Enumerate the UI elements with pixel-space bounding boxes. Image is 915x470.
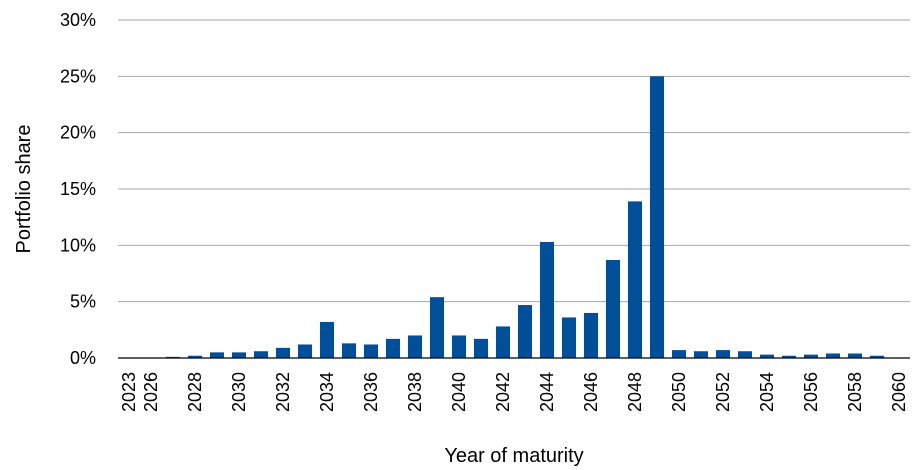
x-tick-label: 2032 [273,372,293,412]
bar [363,344,379,358]
bar [649,76,665,358]
x-tick-label: 2036 [361,372,381,412]
bar [737,351,753,358]
x-tick-label: 2028 [185,372,205,412]
y-tick-label: 5% [70,292,96,312]
bar [297,344,313,358]
bar [781,355,797,358]
bar [451,335,467,358]
bar [517,305,533,358]
x-tick-label: 2060 [889,372,909,412]
y-tick-label: 25% [60,66,96,86]
bar [473,338,489,358]
y-tick-label: 10% [60,235,96,255]
x-tick-label: 2034 [317,372,337,412]
bar [671,350,687,358]
bar [627,201,643,358]
x-tick-label: 2052 [713,372,733,412]
bar [869,355,885,358]
bar [253,351,269,358]
x-axis-tick-labels: 2023 2026 2028 2030 2032 2034 2036 2038 2040 2042… [119,372,909,412]
x-tick-label: 2046 [581,372,601,412]
bar [759,354,775,358]
y-tick-label: 30% [60,10,96,30]
x-tick-label: 2044 [537,372,557,412]
gridlines [118,19,910,303]
bar [605,259,621,358]
bar [275,347,291,358]
x-tick-label: 2030 [229,372,249,412]
bar [693,351,709,358]
x-tick-label: 2042 [493,372,513,412]
bar [715,350,731,358]
bar [583,312,599,358]
x-tick-label: 2054 [757,372,777,412]
x-axis-title: Year of maturity [444,445,583,467]
x-tick-label: 2058 [845,372,865,412]
bar [187,355,203,358]
bar [341,343,357,358]
bar [847,353,863,358]
bar [319,321,335,358]
bar [231,352,247,358]
bar [407,335,423,358]
y-tick-label: 0% [70,348,96,368]
bar [803,354,819,358]
x-tick-label: 2040 [449,372,469,412]
bar [825,353,841,358]
x-tick-label: 2048 [625,372,645,412]
x-tick-label: 2026 [141,372,161,412]
bar [561,317,577,358]
x-tick-label: 2056 [801,372,821,412]
x-tick-label: 2050 [669,372,689,412]
y-axis-tick-labels: 0% 5% 10% 15% 20% 25% 30% [60,10,96,368]
y-axis-title: Portfolio share [13,125,35,254]
bars [165,76,885,358]
bar [385,338,401,358]
y-tick-label: 15% [60,179,96,199]
y-tick-label: 20% [60,123,96,143]
bar [209,352,225,358]
bar [495,326,511,358]
bar [429,297,445,358]
x-tick-label: 2038 [405,372,425,412]
x-tick-label: 2023 [119,372,139,412]
bar [539,241,555,358]
